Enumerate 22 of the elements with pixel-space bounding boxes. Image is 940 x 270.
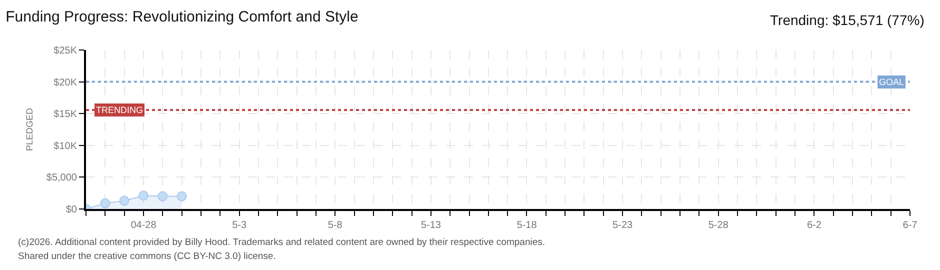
x-tick-label: 04-28 — [130, 220, 157, 231]
chart-title: Funding Progress: Revolutionizing Comfort and Style — [6, 8, 358, 26]
x-tick-label: 5-3 — [232, 220, 247, 231]
ref-line-label: TRENDING — [96, 105, 143, 115]
x-tick-label: 6-7 — [902, 220, 918, 231]
y-axis-title: PLEDGED — [24, 107, 34, 152]
x-tick-label: 5-13 — [420, 220, 442, 231]
text: Shared under the creative commons (CC BY-NC 3.0) license. — [18, 251, 276, 262]
text: Trending: $15,571 (77%) — [770, 12, 924, 28]
y-tick-label: $15K — [54, 109, 78, 120]
y-tick-label: $20K — [54, 77, 78, 88]
x-tick-label: 6-2 — [806, 220, 822, 231]
text: (c)2026. Additional content provided by Billy Hood. Trademarks and related content are owned by their respective companies. — [18, 237, 546, 248]
y-tick-label: $5,000 — [46, 172, 78, 184]
ref-line-label: GOAL — [879, 77, 904, 87]
y-tick-label: $25K — [54, 46, 78, 56]
x-tick-label: 5-23 — [612, 220, 634, 231]
y-tick-label: $0 — [66, 204, 78, 216]
y-tick-label: $10K — [54, 140, 78, 152]
x-tick-label: 5-28 — [708, 220, 729, 231]
x-tick-label: 5-18 — [516, 220, 538, 231]
x-tick-label: 5-8 — [328, 220, 343, 231]
